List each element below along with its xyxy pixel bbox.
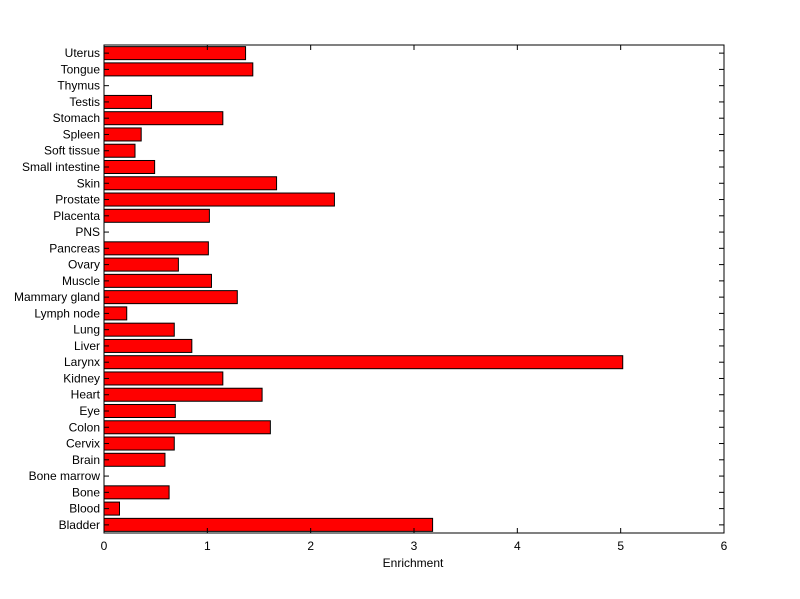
y-tick-label: Cervix xyxy=(66,437,100,451)
bar-spleen xyxy=(103,127,142,142)
y-tick-label: Liver xyxy=(74,339,100,353)
y-tick-label: Muscle xyxy=(62,274,100,288)
y-tick-label: Pancreas xyxy=(49,241,100,255)
plot-frame xyxy=(103,44,725,534)
y-tick-label: Tongue xyxy=(61,62,101,76)
bar-bone xyxy=(103,485,170,500)
y-tick-label: Lymph node xyxy=(34,306,100,320)
bar-kidney xyxy=(103,371,224,386)
y-tick-label: Eye xyxy=(79,404,100,418)
y-tick-label: Lung xyxy=(73,323,100,337)
y-tick-label: Placenta xyxy=(53,209,100,223)
bar-ovary xyxy=(103,257,179,272)
bar-cervix xyxy=(103,436,175,451)
bar-uterus xyxy=(103,46,247,61)
x-tick-label: 3 xyxy=(411,539,418,553)
y-tick-label: Ovary xyxy=(68,258,100,272)
y-tick-label: Stomach xyxy=(53,111,100,125)
bar-placenta xyxy=(103,208,210,223)
bar-brain xyxy=(103,452,166,467)
x-tick-label: 5 xyxy=(617,539,624,553)
y-tick-label: Bone xyxy=(72,485,100,499)
x-tick-label: 1 xyxy=(204,539,211,553)
y-tick-label: Uterus xyxy=(65,46,100,60)
bar-mammary-gland xyxy=(103,290,238,305)
bar-skin xyxy=(103,176,278,191)
y-tick-label: Heart xyxy=(71,388,101,402)
y-tick-label: Soft tissue xyxy=(44,144,100,158)
bar-eye xyxy=(103,403,176,418)
bar-small-intestine xyxy=(103,159,156,175)
y-tick-label: Blood xyxy=(69,502,100,516)
x-tick-label: 0 xyxy=(101,539,108,553)
bar-larynx xyxy=(103,355,624,370)
y-ticks-group: Uterus Tongue Thymus Testis Stomach Spleen Sof… xyxy=(14,46,724,532)
y-tick-label: Thymus xyxy=(57,79,100,93)
x-tick-label: 4 xyxy=(514,539,521,553)
bar-muscle xyxy=(103,273,212,288)
y-tick-label: Bladder xyxy=(59,518,100,532)
y-tick-label: Skin xyxy=(77,176,100,190)
y-tick-label: Kidney xyxy=(63,371,100,385)
y-tick-label: Colon xyxy=(69,420,100,434)
bar-lung xyxy=(103,322,175,337)
x-tick-label: 6 xyxy=(721,539,728,553)
y-tick-label: Prostate xyxy=(55,193,100,207)
y-tick-label: Testis xyxy=(69,95,100,109)
y-tick-label: PNS xyxy=(75,225,100,239)
x-tick-label: 2 xyxy=(307,539,314,553)
y-tick-label: Mammary gland xyxy=(14,290,100,304)
bar-tongue xyxy=(103,62,254,77)
y-tick-label: Brain xyxy=(72,453,100,467)
plot-area xyxy=(104,45,724,533)
y-tick-label: Bone marrow xyxy=(29,469,101,483)
x-axis-label: Enrichment xyxy=(383,556,444,570)
bar-pancreas xyxy=(103,241,209,256)
bar-heart xyxy=(103,387,263,402)
bar-colon xyxy=(103,420,271,435)
y-tick-label: Spleen xyxy=(63,127,100,141)
bar-prostate xyxy=(103,192,335,207)
y-tick-label: Larynx xyxy=(64,355,100,369)
bar-stomach xyxy=(103,111,224,126)
x-ticks-group: 0 1 2 3 4 5 6 xyxy=(101,45,728,553)
bar-testis xyxy=(103,94,153,109)
bar-bladder xyxy=(103,517,434,532)
bar-liver xyxy=(103,338,193,353)
y-tick-label: Small intestine xyxy=(22,160,100,174)
